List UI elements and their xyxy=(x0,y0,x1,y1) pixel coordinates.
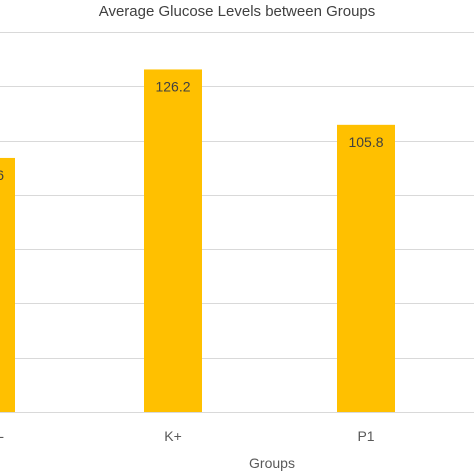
gridlines xyxy=(0,32,474,413)
category-label-P1: P1 xyxy=(357,428,374,444)
data-labels: 6 126.2 105.8 xyxy=(0,78,384,182)
category-labels: - K+ P1 xyxy=(0,428,375,444)
data-label-K-: 6 xyxy=(0,167,4,183)
bar-K+ xyxy=(144,69,202,412)
chart-title: Average Glucose Levels between Groups xyxy=(99,3,376,20)
x-axis-title: Groups xyxy=(249,455,295,471)
data-label-P1: 105.8 xyxy=(348,134,383,150)
bar-K- xyxy=(0,157,15,412)
bars xyxy=(0,69,395,412)
category-label-K+: K+ xyxy=(164,428,182,444)
data-label-K+: 126.2 xyxy=(155,78,190,94)
bar-P1 xyxy=(337,124,395,412)
category-label-K-: - xyxy=(0,428,4,444)
